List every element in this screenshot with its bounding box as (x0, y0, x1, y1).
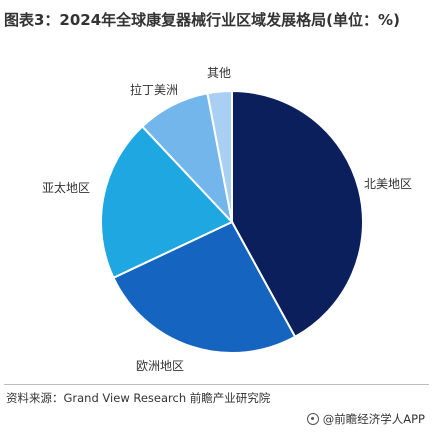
slice-label-2: 欧洲地区 (136, 359, 184, 373)
pie-slice-5 (206, 89, 233, 223)
slice-label-3: 亚太地区 (42, 180, 90, 195)
brand-tag: @前瞻经济学人APP (306, 411, 425, 427)
chart-title: 图表3：2024年全球康复器械行业区域发展格局(单位：%) (4, 11, 400, 29)
slice-label-4: 拉丁美洲 (130, 82, 178, 97)
footer-divider (4, 384, 429, 385)
slice-label-5: 其他 (207, 66, 231, 80)
pie-slice-1 (231, 89, 365, 339)
brand-icon (306, 413, 319, 425)
source-note: 资料来源：Grand View Research 前瞻产业研究院 (6, 391, 271, 405)
slice-label-1: 北美地区 (364, 177, 412, 191)
brand-text: @前瞻经济学人APP (322, 412, 425, 426)
pie-slice-2 (112, 220, 297, 355)
pie-slice-3 (100, 125, 234, 280)
